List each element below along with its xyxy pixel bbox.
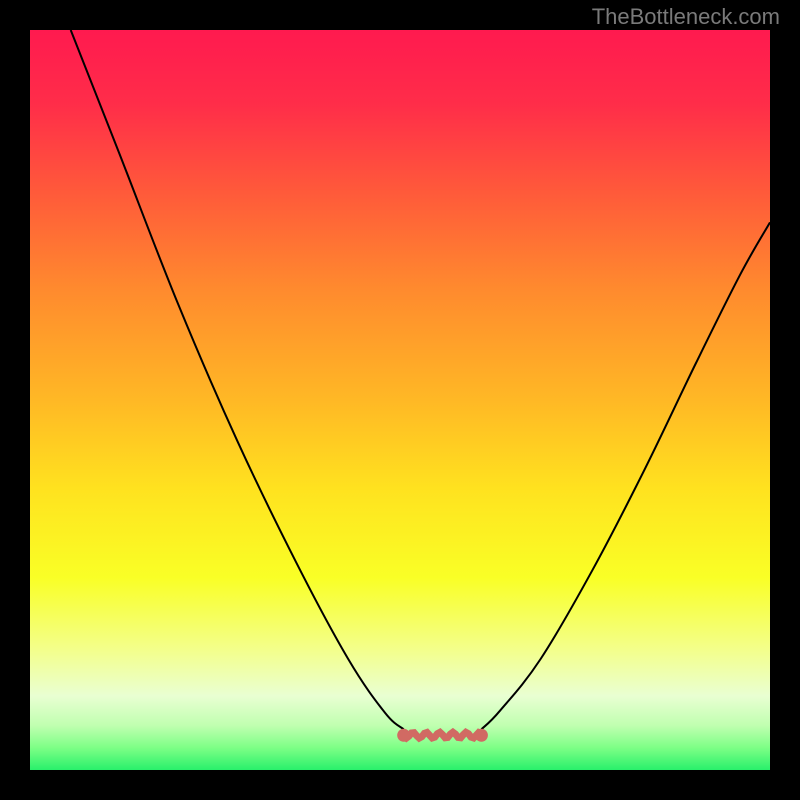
plot-gradient-area (30, 30, 770, 770)
chart-root: TheBottleneck.com (0, 0, 800, 800)
watermark-text: TheBottleneck.com (592, 4, 780, 30)
